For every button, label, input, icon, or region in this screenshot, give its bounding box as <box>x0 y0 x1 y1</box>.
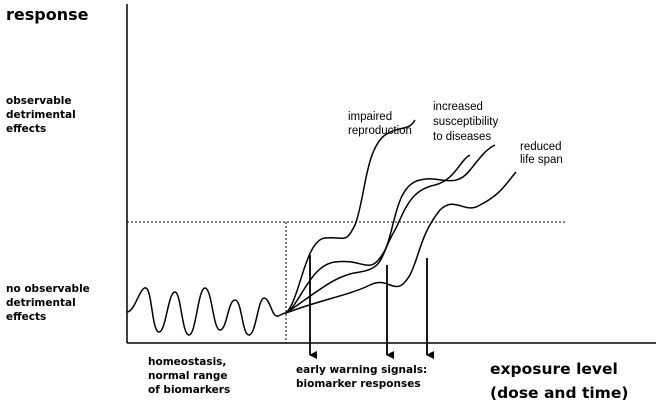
level-label: detrimental <box>6 109 76 121</box>
curve-label: increased <box>433 101 483 113</box>
region-label: of biomarkers <box>148 384 230 396</box>
x-axis-label: exposure level <box>490 360 618 378</box>
x-axis-label: (dose and time) <box>490 384 628 402</box>
level-label: detrimental <box>6 297 76 309</box>
region-label: early warning signals: <box>296 364 427 376</box>
region-label: normal range <box>148 370 228 382</box>
curve-label: to diseases <box>433 131 491 143</box>
y-axis-label: response <box>6 5 89 24</box>
curve-impaired <box>285 119 416 314</box>
curve-mid <box>285 154 471 314</box>
region-label: homeostasis, <box>148 356 226 368</box>
level-label: observable <box>6 95 71 107</box>
curve-lifespan <box>285 171 517 314</box>
level-label: no observable <box>6 283 90 295</box>
level-label: effects <box>6 123 46 135</box>
curve-label: life span <box>520 154 563 166</box>
curve-label: susceptibility <box>433 116 498 128</box>
curve-label: reproduction <box>348 125 412 137</box>
curve-label: reduced <box>520 141 562 153</box>
curve-susceptibility <box>285 144 496 314</box>
region-label: biomarker responses <box>296 378 421 390</box>
homeostasis-wave <box>126 287 287 336</box>
level-label: effects <box>6 311 46 323</box>
curve-label: impaired <box>348 111 392 123</box>
